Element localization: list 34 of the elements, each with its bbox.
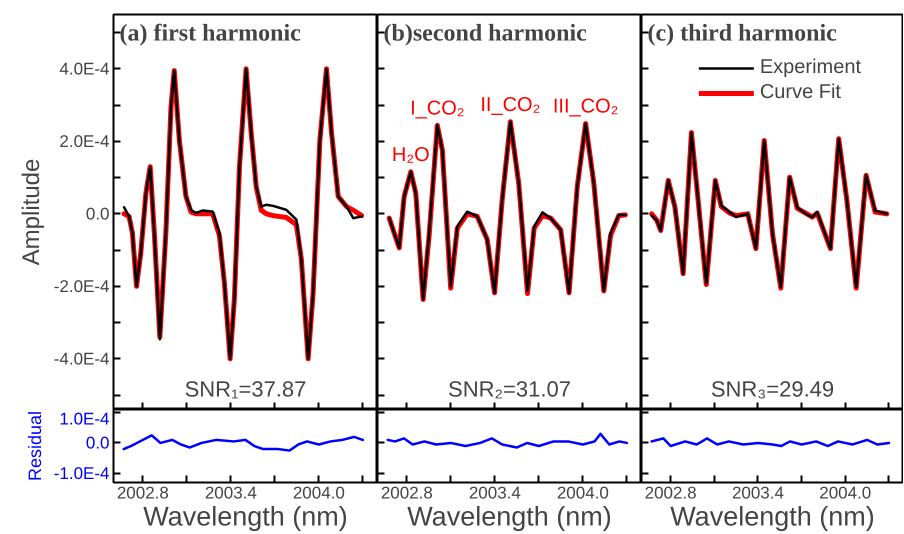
x-tick-label: 2003.4 [204,484,257,502]
y-tick-label: 1.0E-4 [59,410,110,428]
x-tick-label: 2002.8 [380,484,433,502]
y-tick-label: -1.0E-4 [54,464,110,483]
annotation: I_CO₂ [410,97,465,120]
y-axis-title: Residual [24,410,45,482]
x-axis-title: Wavelength (nm) [670,502,875,532]
y-tick-label: -2.0E-4 [54,276,110,296]
annotation: SNR₁=37.87 [184,376,306,402]
annotation: H₂O [392,144,430,166]
y-tick-label: 0.0 [86,204,110,224]
annotation: III_CO₂ [552,96,618,118]
x-axis-title: Wavelength (nm) [143,502,348,532]
annotation: SNR₃=29.49 [710,376,834,402]
y-tick-label: -4.0E-4 [54,349,110,368]
chart-title: (c) third harmonic [648,20,838,46]
x-tick-label: 2004.0 [556,484,609,502]
x-tick-label: 2002.8 [116,484,169,502]
chart-title: (a) first harmonic [120,20,302,46]
legend-label: Curve Fit [760,81,841,104]
x-tick-label: 2002.8 [644,484,697,502]
x-tick-label: 2003.4 [468,484,521,502]
y-axis-title: Amplitude [18,158,45,266]
x-tick-label: 2004.0 [292,484,345,502]
x-tick-label: 2003.4 [732,484,784,502]
x-tick-label: 2004.0 [819,484,872,502]
annotation: SNR₂=31.07 [448,376,571,402]
chart-title: (b)second harmonic [384,20,588,46]
annotation: II_CO₂ [480,94,540,116]
y-tick-label: 0.0 [86,433,110,452]
legend-label: Experiment [760,56,861,79]
x-axis-title: Wavelength (nm) [407,502,612,532]
y-tick-label: 4.0E-4 [59,59,110,78]
y-tick-label: 2.0E-4 [59,132,110,151]
